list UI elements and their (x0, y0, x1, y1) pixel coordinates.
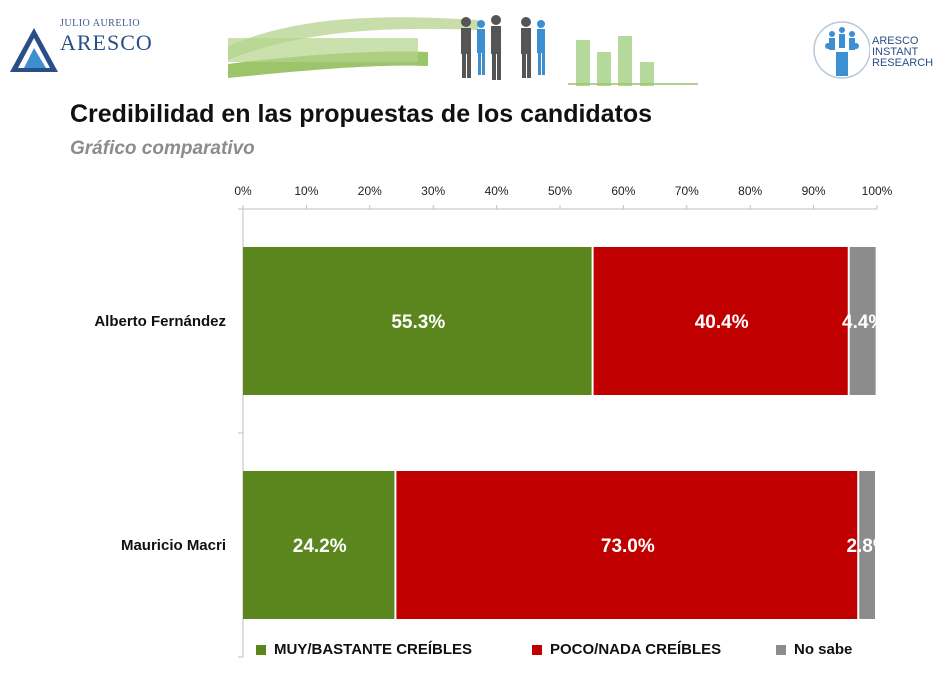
bar-segment (243, 471, 395, 619)
bar-segment (243, 247, 592, 395)
aresco-logo: JULIO AURELIO ARESCO (8, 14, 152, 78)
x-tick-label: 90% (802, 184, 826, 198)
bar-segment (859, 471, 875, 619)
logo-right-line: ARESCO (872, 35, 919, 47)
bar-segment (593, 247, 848, 395)
legend-label: No sabe (794, 641, 853, 658)
data-label: 40.4% (695, 312, 749, 333)
chart-legend: MUY/BASTANTE CREÍBLES POCO/NADA CREÍBLES N… (256, 641, 896, 663)
data-label: 55.3% (391, 312, 445, 333)
logo-small-text: JULIO AURELIO (60, 18, 141, 29)
bar-segment (849, 247, 876, 395)
data-label: 2.8% (846, 536, 889, 557)
legend-item: POCO/NADA CREÍBLES (532, 641, 721, 658)
x-tick-label: 40% (485, 184, 509, 198)
bar-segment (396, 471, 858, 619)
triangle-logo-icon (10, 28, 58, 72)
x-tick-label: 0% (234, 184, 252, 198)
chart-subtitle: Gráfico comparativo (70, 138, 255, 159)
x-tick-label: 30% (421, 184, 445, 198)
logo-big-text: ARESCO (60, 30, 153, 55)
legend-label: MUY/BASTANTE CREÍBLES (274, 641, 473, 658)
x-tick-label: 10% (294, 184, 318, 198)
category-label: Mauricio Macri (121, 537, 226, 554)
data-label: 4.4% (842, 312, 885, 333)
legend-item: MUY/BASTANTE CREÍBLES (256, 641, 472, 658)
banner-graphic-icon (228, 15, 698, 86)
aresco-instant-research-logo: ARESCO INSTANT RESEARCH (810, 14, 934, 94)
data-label: 73.0% (601, 536, 655, 557)
header-banner (228, 6, 698, 86)
legend-item: No sabe (776, 641, 852, 658)
legend-swatch (776, 644, 786, 655)
x-tick-label: 80% (738, 184, 762, 198)
logo-right-line: RESEARCH (872, 57, 934, 69)
x-tick-label: 100% (862, 184, 893, 198)
x-tick-label: 20% (358, 184, 382, 198)
legend-swatch (532, 644, 542, 655)
logo-right-text: ARESCO INSTANT RESEARCH (872, 36, 933, 69)
x-tick-label: 50% (548, 184, 572, 198)
logo-right-line: INSTANT (872, 46, 919, 58)
x-tick-label: 60% (611, 184, 635, 198)
data-label: 24.2% (293, 536, 347, 557)
chart-title: Credibilidad en las propuestas de los ca… (70, 100, 653, 128)
category-label: Alberto Fernández (94, 313, 226, 330)
x-tick-label: 70% (675, 184, 699, 198)
legend-label: POCO/NADA CREÍBLES (550, 641, 722, 658)
legend-swatch (256, 644, 266, 655)
